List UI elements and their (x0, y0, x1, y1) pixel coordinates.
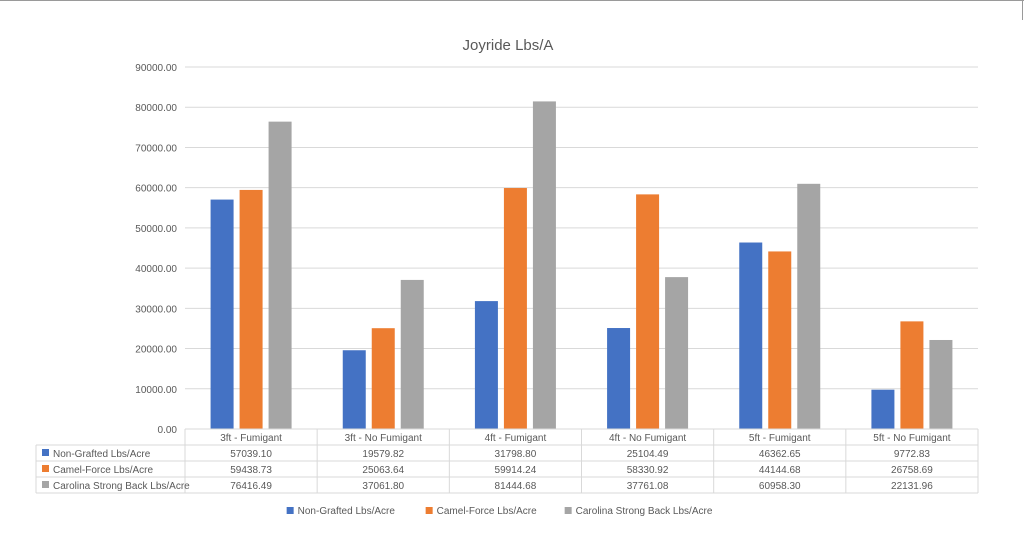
frame-border-right (1022, 0, 1023, 20)
bar (739, 242, 763, 429)
y-tick-label: 10000.00 (135, 385, 177, 396)
bar (636, 194, 660, 429)
gridlines (185, 66, 978, 390)
bar (900, 321, 924, 429)
y-tick-label: 60000.00 (135, 184, 177, 195)
x-category-label: 4ft - Fumigant (485, 433, 547, 444)
bar (239, 189, 263, 429)
bar (342, 350, 366, 429)
chart-title: Joyride Lbs/A (463, 37, 554, 54)
bar (532, 101, 556, 429)
legend-swatch (425, 507, 433, 514)
bar (871, 389, 895, 429)
data-label: 58330.92 (627, 465, 669, 476)
table-legend-key (42, 481, 49, 488)
x-category-label: 4ft - No Fumigant (609, 433, 686, 444)
data-label: 81444.68 (495, 481, 537, 492)
data-label: 19579.82 (362, 449, 404, 460)
data-label: 46362.65 (759, 449, 801, 460)
table-series-label: Carolina Strong Back Lbs/Acre (53, 481, 190, 492)
bar (768, 251, 792, 429)
bar (210, 199, 234, 429)
frame-border-top (0, 0, 1024, 1)
bar (268, 121, 292, 429)
y-tick-label: 0.00 (158, 425, 178, 436)
bar (607, 328, 631, 429)
table-series-label: Non-Grafted Lbs/Acre (53, 449, 151, 460)
data-label: 59914.24 (495, 465, 537, 476)
data-label: 37061.80 (362, 481, 404, 492)
bar (797, 183, 821, 429)
data-label: 9772.83 (894, 449, 931, 460)
table-series-label: Camel-Force Lbs/Acre (53, 465, 153, 476)
data-label: 44144.68 (759, 465, 801, 476)
legend-entry: Camel-Force Lbs/Acre (437, 506, 537, 517)
legend-swatch (564, 507, 572, 514)
x-category-label: 3ft - No Fumigant (345, 433, 422, 444)
table-legend-key (42, 465, 49, 472)
y-tick-label: 30000.00 (135, 304, 177, 315)
legend-entry: Non-Grafted Lbs/Acre (298, 506, 396, 517)
bars (210, 101, 953, 429)
y-axis-labels: 0.00 10000.00 20000.00 30000.00 40000.00 5000… (135, 63, 177, 436)
y-tick-label: 20000.00 (135, 345, 177, 356)
data-label: 60958.30 (759, 481, 801, 492)
x-category-label: 5ft - No Fumigant (873, 433, 950, 444)
data-label: 22131.96 (891, 481, 933, 492)
y-tick-label: 50000.00 (135, 224, 177, 235)
y-tick-label: 90000.00 (135, 63, 177, 74)
bar (474, 301, 498, 429)
y-tick-label: 40000.00 (135, 264, 177, 275)
legend-swatch (286, 507, 294, 514)
data-label: 37761.08 (627, 481, 669, 492)
bar (400, 279, 424, 429)
y-tick-label: 80000.00 (135, 103, 177, 114)
data-label: 57039.10 (230, 449, 272, 460)
bar (371, 328, 395, 429)
x-category-label: 5ft - Fumigant (749, 433, 811, 444)
data-label: 26758.69 (891, 465, 933, 476)
data-label: 25104.49 (627, 449, 669, 460)
data-label: 25063.64 (362, 465, 404, 476)
bar (929, 339, 953, 429)
data-label: 76416.49 (230, 481, 272, 492)
bar (665, 277, 689, 429)
y-tick-label: 70000.00 (135, 143, 177, 154)
legend: Non-Grafted Lbs/Acre Camel-Force Lbs/Acre… (286, 506, 713, 517)
bar (503, 188, 527, 429)
data-label: 31798.80 (495, 449, 537, 460)
data-label: 59438.73 (230, 465, 272, 476)
legend-entry: Carolina Strong Back Lbs/Acre (576, 506, 713, 517)
x-category-label: 3ft - Fumigant (220, 433, 282, 444)
data-table: 3ft - Fumigant 3ft - No Fumigant 4ft - Fum… (35, 428, 979, 494)
table-legend-key (42, 449, 49, 456)
